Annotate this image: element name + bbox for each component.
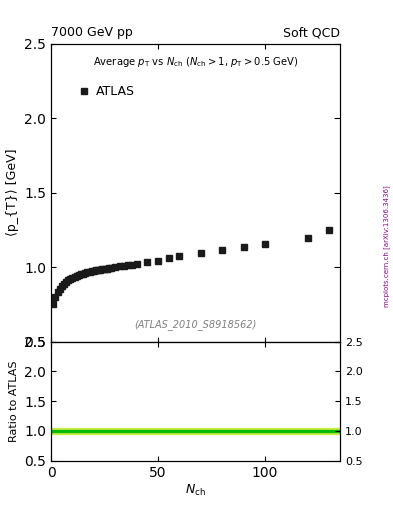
X-axis label: $N_\mathrm{ch}$: $N_\mathrm{ch}$ [185,482,206,498]
Text: mcplots.cern.ch [arXiv:1306.3436]: mcplots.cern.ch [arXiv:1306.3436] [383,185,390,307]
Text: ATLAS: ATLAS [96,84,135,98]
Y-axis label: ⟨p_{T}⟩ [GeV]: ⟨p_{T}⟩ [GeV] [6,149,19,237]
Text: Average $p_\mathrm{T}$ vs $N_\mathrm{ch}$ ($N_\mathrm{ch} > 1$, $p_\mathrm{T} > : Average $p_\mathrm{T}$ vs $N_\mathrm{ch}… [93,55,298,70]
Text: (ATLAS_2010_S8918562): (ATLAS_2010_S8918562) [134,319,257,330]
Text: Soft QCD: Soft QCD [283,26,340,39]
Y-axis label: Ratio to ATLAS: Ratio to ATLAS [9,360,19,442]
Text: 7000 GeV pp: 7000 GeV pp [51,26,133,39]
